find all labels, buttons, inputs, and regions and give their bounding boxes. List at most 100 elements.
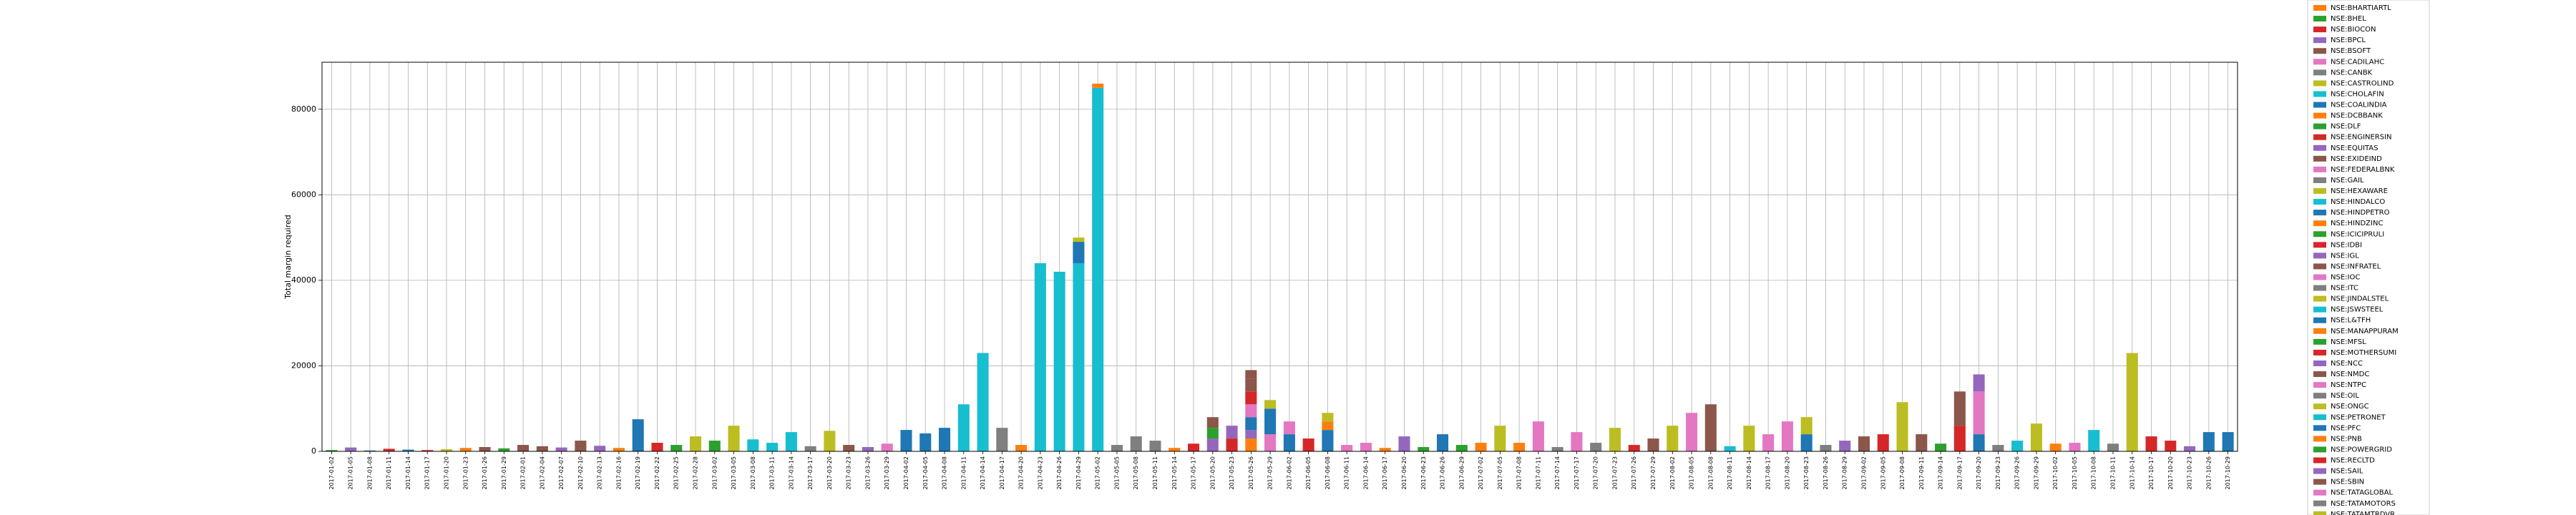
x-tick-label: 2017-07-05 [1497,456,1503,490]
x-tick-label: 2017-06-02 [1286,456,1292,490]
x-tick-label: 2017-01-08 [366,456,373,490]
bar-segment [1800,434,1813,451]
bar-segment [1686,413,1698,451]
bar-segment [1398,436,1410,451]
bar-segment [517,445,530,451]
bar-segment [1283,421,1295,435]
bar-segment [1322,430,1334,451]
bar-segment [1992,445,2004,451]
bar-segment [843,445,855,451]
x-tick-label: 2017-05-05 [1113,456,1120,490]
x-tick-label: 2017-03-17 [807,456,814,490]
bar-segment [2184,446,2196,451]
bar-segment [1858,436,1870,451]
bar-segment [1245,430,1257,439]
bar-segment [2088,430,2100,451]
bar-segment [1762,434,1775,451]
x-tick-label: 2017-06-29 [1458,456,1465,490]
bar-segment [1877,434,1889,451]
bar-segment [1513,443,1526,451]
bar-segment [1015,445,1028,451]
y-tick-label: 20000 [291,360,316,370]
x-tick-label: 2017-02-16 [615,456,622,490]
bar-segment [402,449,414,451]
x-tick-label: 2017-06-17 [1382,456,1388,490]
bar-segment [1800,417,1813,435]
x-tick-label: 2017-09-05 [1880,456,1886,490]
x-tick-label: 2017-03-23 [846,456,852,490]
x-tick-label: 2017-04-20 [1018,456,1025,490]
bar-segment [1264,434,1277,451]
x-tick-label: 2017-09-23 [1995,456,2001,490]
bar-segment [1743,426,1755,451]
bar-segment [1532,421,1544,451]
x-tick-label: 2017-10-11 [2109,456,2116,490]
x-tick-label: 2017-04-14 [980,456,986,490]
x-tick-label: 2017-10-05 [2072,456,2078,490]
bar-segment [1130,436,1142,451]
x-tick-label: 2017-09-02 [1860,456,1867,490]
x-tick-label: 2017-03-11 [769,456,776,490]
x-tick-label: 2017-06-23 [1420,456,1427,490]
x-tick-label: 2017-07-23 [1611,456,1618,490]
bar-segment [1092,83,1104,88]
bar-segment [708,441,721,451]
x-tick-label: 2017-10-23 [2187,456,2193,490]
x-tick-label: 2017-09-08 [1899,456,1906,490]
bar-segment [862,447,874,451]
bar-segment [1206,438,1219,451]
x-tick-label: 2017-02-22 [654,456,660,490]
bar-segment [1571,432,1583,451]
bar-segment [1667,426,1679,451]
bar-segment [1322,421,1334,431]
bar-segment [421,450,434,451]
bar-segment [1704,404,1717,451]
x-tick-label: 2017-01-17 [424,456,431,490]
x-tick-label: 2017-04-05 [922,456,929,490]
x-tick-label: 2017-06-11 [1344,456,1350,490]
x-tick-label: 2017-03-14 [788,456,794,490]
bar-segment [440,449,453,451]
bar-segment [575,441,587,451]
bar-segment [1455,445,1468,451]
bar-segment [2222,432,2234,451]
bar-segment [1283,434,1295,451]
x-tick-label: 2017-05-17 [1191,456,1197,490]
bar-segment [479,447,491,451]
bar-segment [881,443,893,451]
bar-segment [1169,448,1181,451]
x-tick-label: 2017-01-02 [328,456,335,490]
x-tick-label: 2017-06-26 [1440,456,1446,490]
bar-segment [1953,391,1966,426]
bar-segment [977,353,989,451]
x-tick-label: 2017-04-08 [942,456,948,490]
x-tick-label: 2017-01-05 [348,456,354,490]
bar-segment [1073,263,1085,451]
x-tick-label: 2017-05-08 [1133,456,1139,490]
bar-segment [1206,417,1219,428]
bar-segment [1379,448,1391,451]
x-tick-label: 2017-07-02 [1478,456,1484,490]
bar-segment [1475,443,1487,451]
y-tick-label: 0 [311,446,316,456]
x-tick-label: 2017-08-11 [1727,456,1733,490]
y-tick-label: 40000 [291,275,316,285]
bar-segment [1628,445,1640,451]
x-tick-label: 2017-07-11 [1535,456,1541,490]
x-tick-label: 2017-05-14 [1171,456,1178,490]
x-tick-label: 2017-08-23 [1803,456,1810,490]
bar-segment [957,404,970,451]
x-tick-label: 2017-01-26 [482,456,488,490]
bar-segment [555,447,567,451]
x-tick-label: 2017-02-10 [577,456,584,490]
x-tick-label: 2017-10-08 [2091,456,2097,490]
x-tick-label: 2017-08-20 [1784,456,1790,490]
x-tick-label: 2017-06-05 [1305,456,1312,490]
x-tick-label: 2017-07-26 [1631,456,1637,490]
bar-segment [1111,445,1123,451]
x-tick-label: 2017-03-26 [864,456,871,490]
bar-segment [1839,441,1851,451]
bar-segment [1916,434,1928,451]
x-tick-label: 2017-01-29 [501,456,507,490]
bar-segment [1188,443,1200,451]
